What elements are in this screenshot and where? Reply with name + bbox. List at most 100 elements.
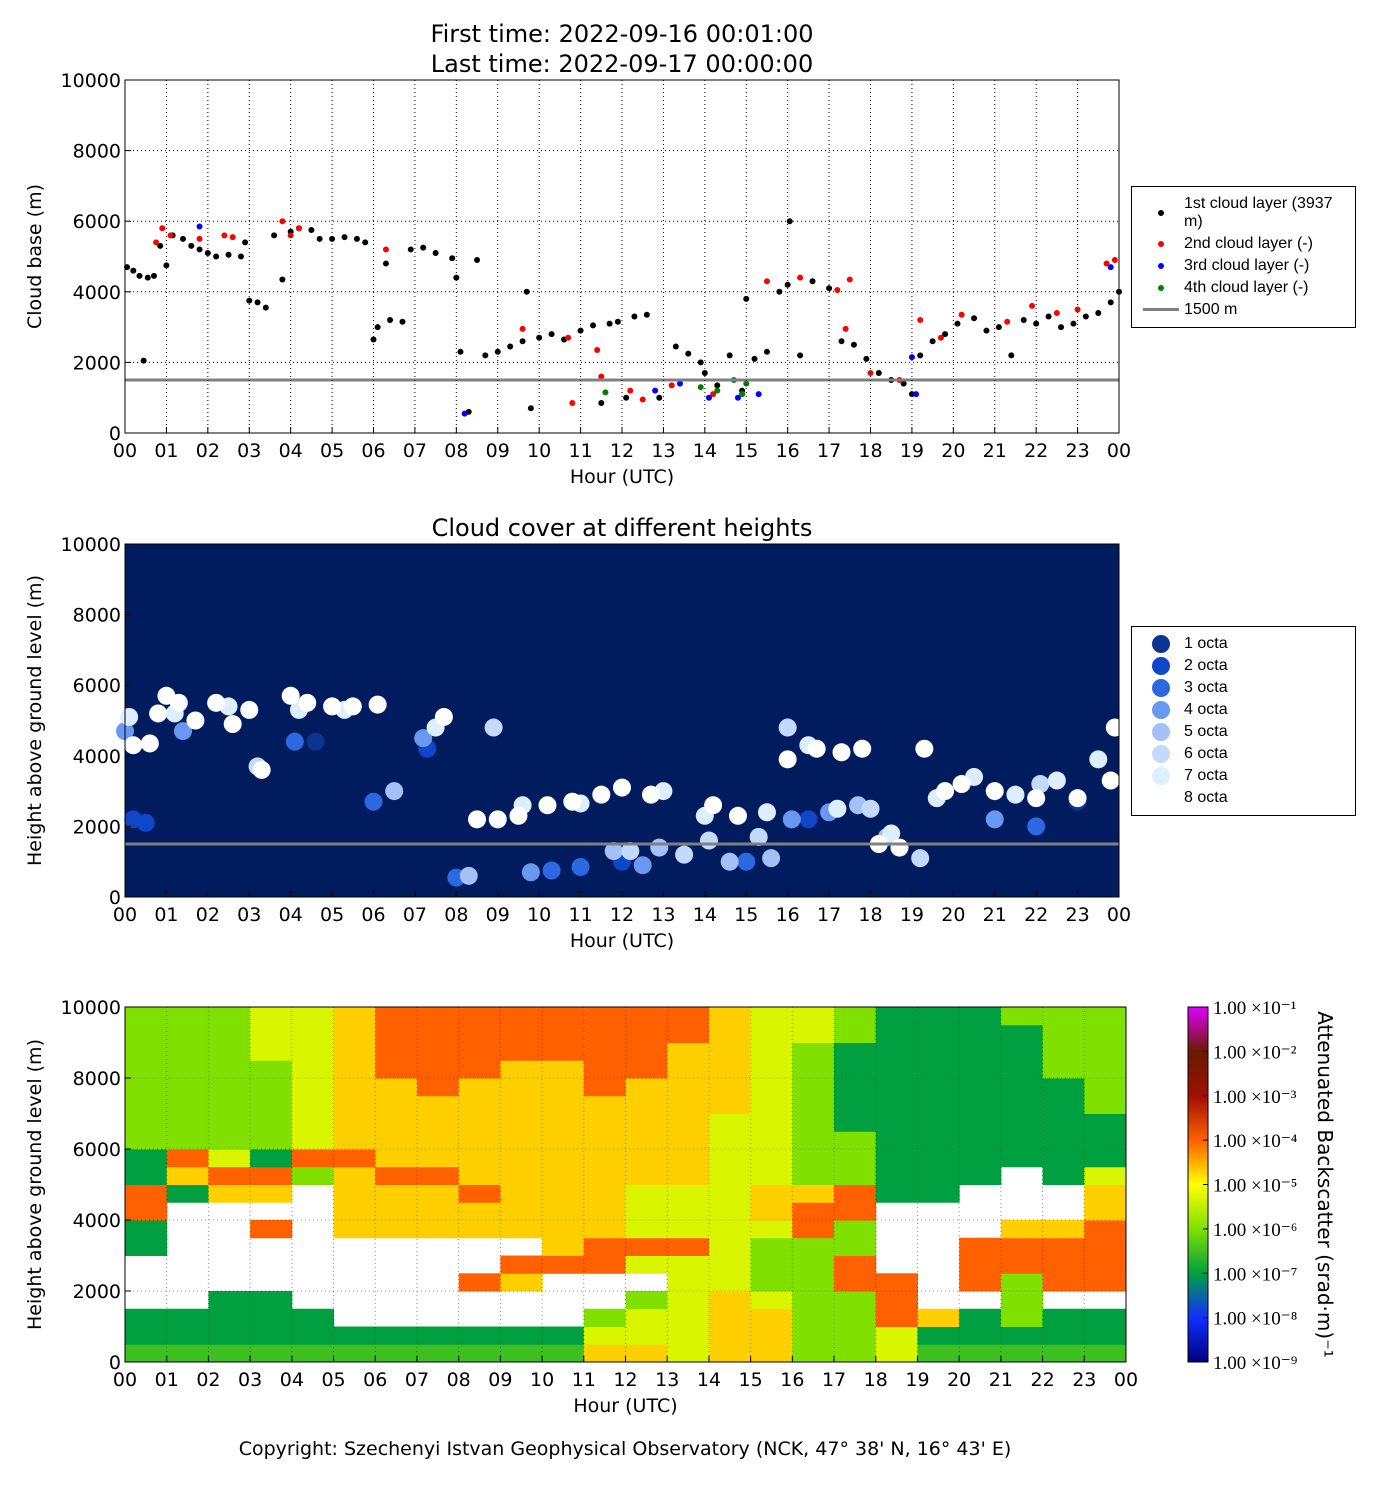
heat-cell (458, 1184, 501, 1203)
heat-cell (708, 1237, 752, 1256)
heat-cell (792, 1291, 835, 1310)
heat-cell (250, 1095, 293, 1114)
point (755, 391, 762, 398)
heat-cell (959, 1326, 1002, 1345)
heat-cell (458, 1007, 501, 1026)
point (675, 845, 694, 864)
heat-cell (917, 1042, 960, 1061)
heat-cell (125, 1095, 168, 1114)
point (739, 391, 746, 398)
heat-cell (583, 1237, 626, 1256)
heat-cell (500, 1113, 543, 1132)
heat-cell (333, 1220, 376, 1239)
heat-cell (1000, 1291, 1044, 1310)
x-tick-label: 14 (693, 440, 717, 462)
heat-cell (125, 1184, 168, 1203)
heat-cell (375, 1060, 418, 1079)
heat-cell (750, 1291, 793, 1310)
point (749, 827, 768, 846)
point (169, 693, 188, 712)
point (387, 317, 394, 324)
heat-cell (166, 1042, 209, 1061)
heat-cell (1000, 1060, 1044, 1079)
heat-cell (708, 1007, 752, 1026)
heat-cell (667, 1273, 710, 1292)
point (834, 287, 841, 294)
point (915, 739, 934, 758)
heat-cell (708, 1344, 752, 1363)
heat-cell (750, 1078, 793, 1097)
point (1070, 320, 1077, 327)
heat-cell (583, 1344, 626, 1363)
x-tick-label: 02 (196, 904, 220, 926)
heat-cell (125, 1326, 168, 1345)
heat-cell (834, 1042, 877, 1061)
x-tick-label: 16 (776, 440, 800, 462)
legend-dot (1152, 678, 1170, 697)
point (461, 410, 468, 417)
x-tick-label: 01 (154, 904, 178, 926)
heat-cell (1000, 1273, 1044, 1292)
heat-cell (542, 1326, 585, 1345)
heat-cell (1084, 1237, 1127, 1256)
heat-cell (250, 1131, 293, 1150)
legend-entry: 6 octa (1138, 744, 1349, 763)
x-tick-label: 15 (739, 1369, 763, 1391)
heat-cell (250, 1007, 293, 1026)
heat-cell (1000, 1149, 1044, 1168)
point (908, 391, 915, 398)
point (494, 348, 501, 355)
heat-cell (333, 1007, 376, 1026)
x-tick-label: 08 (444, 440, 468, 462)
point (459, 866, 478, 885)
x-axis-label: Hour (UTC) (570, 466, 674, 488)
legend-label: 1 octa (1184, 634, 1228, 652)
heat-cell (708, 1131, 752, 1150)
legend-entry: 3rd cloud layer (-) (1138, 257, 1349, 275)
heat-cell (458, 1024, 501, 1043)
heat-cell (458, 1113, 501, 1132)
heat-cell (542, 1131, 585, 1150)
point (639, 396, 646, 403)
heat-cell (416, 1166, 460, 1185)
heat-cell (708, 1308, 752, 1327)
heat-cell (542, 1007, 585, 1026)
heat-cell (959, 1078, 1002, 1097)
heat-cell (1000, 1024, 1044, 1043)
heat-cell (1084, 1220, 1127, 1239)
point (213, 253, 220, 260)
point (1006, 785, 1025, 804)
point (728, 806, 747, 825)
point (329, 235, 336, 242)
point (1111, 257, 1118, 264)
x-tick-label: 02 (196, 1369, 220, 1391)
heat-cell (250, 1060, 293, 1079)
plot-frame (124, 79, 1120, 434)
point (281, 686, 300, 705)
heat-cell (291, 1344, 335, 1363)
point (631, 313, 638, 320)
heat-cell (667, 1149, 710, 1168)
heat-cell (750, 1202, 793, 1221)
point (763, 348, 770, 355)
heat-cell (416, 1326, 460, 1345)
x-tick-label: 06 (363, 1369, 387, 1391)
point (799, 810, 818, 829)
y-tick-label: 6000 (73, 675, 121, 697)
x-tick-label: 18 (864, 1369, 888, 1391)
heat-cell (625, 1344, 668, 1363)
heat-cell (500, 1060, 543, 1079)
point (509, 806, 528, 825)
heat-cell (667, 1202, 710, 1221)
x-tick-label: 18 (858, 440, 882, 462)
heat-cell (625, 1220, 668, 1239)
heat-cell (708, 1220, 752, 1239)
heat-cell (1042, 1220, 1085, 1239)
point (697, 359, 704, 366)
point (196, 246, 203, 253)
heat-cell (291, 1113, 335, 1132)
heat-cell (500, 1344, 543, 1363)
heat-cell (458, 1166, 501, 1185)
point (668, 382, 675, 389)
heat-cell (1084, 1060, 1127, 1079)
